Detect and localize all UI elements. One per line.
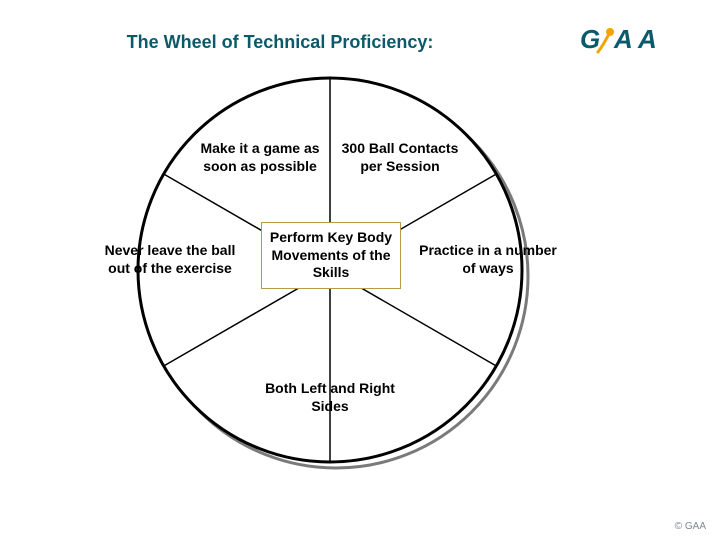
segment-label-right: Practice in a number of ways (418, 242, 558, 277)
svg-text:A: A (637, 24, 657, 54)
wheel-diagram: 300 Ball Contacts per Session Make it a … (130, 70, 530, 470)
gaa-logo: G A A (580, 22, 670, 63)
segment-label-top-right: 300 Ball Contacts per Session (330, 140, 470, 175)
svg-text:A: A (613, 24, 633, 54)
segment-label-top-left: Make it a game as soon as possible (190, 140, 330, 175)
copyright-text: © GAA (675, 521, 706, 532)
page-title: The Wheel of Technical Proficiency: (0, 32, 560, 53)
svg-text:G: G (580, 24, 600, 54)
segment-label-bottom: Both Left and Right Sides (260, 380, 400, 415)
wheel-center-box: Perform Key Body Movements of the Skills (261, 222, 401, 289)
segment-label-left: Never leave the ball out of the exercise (100, 242, 240, 277)
